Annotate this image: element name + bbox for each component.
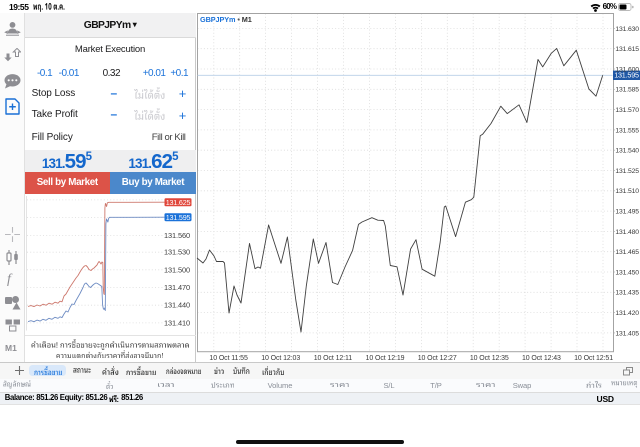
svg-text:131.630: 131.630: [615, 26, 639, 33]
svg-text:131.525: 131.525: [615, 168, 639, 175]
svg-text:131.595: 131.595: [166, 213, 191, 222]
svg-text:131.440: 131.440: [164, 301, 190, 310]
svg-text:10 Oct 12:19: 10 Oct 12:19: [366, 355, 405, 362]
svg-text:131.625: 131.625: [166, 198, 191, 207]
svg-text:131.585: 131.585: [615, 87, 639, 94]
svg-text:10 Oct 11:55: 10 Oct 11:55: [209, 355, 248, 362]
svg-text:131.615: 131.615: [615, 46, 639, 53]
svg-text:131.500: 131.500: [164, 265, 190, 274]
svg-text:131.530: 131.530: [164, 248, 190, 257]
svg-text:10 Oct 12:51: 10 Oct 12:51: [574, 355, 613, 362]
svg-text:10 Oct 12:35: 10 Oct 12:35: [470, 355, 509, 362]
svg-text:131.600: 131.600: [615, 66, 639, 73]
svg-text:131.510: 131.510: [615, 188, 639, 195]
svg-text:131.495: 131.495: [615, 209, 639, 216]
svg-text:131.435: 131.435: [615, 290, 639, 297]
svg-text:131.570: 131.570: [615, 107, 639, 114]
svg-text:131.420: 131.420: [615, 310, 639, 317]
svg-text:131.450: 131.450: [615, 269, 639, 276]
svg-text:131.470: 131.470: [164, 283, 190, 292]
svg-text:131.480: 131.480: [615, 229, 639, 236]
svg-text:10 Oct 12:27: 10 Oct 12:27: [418, 355, 457, 362]
svg-text:131.410: 131.410: [164, 318, 190, 327]
svg-text:131.465: 131.465: [615, 249, 639, 256]
svg-text:10 Oct 12:43: 10 Oct 12:43: [522, 355, 561, 362]
svg-text:10 Oct 12:03: 10 Oct 12:03: [261, 355, 300, 362]
svg-text:131.560: 131.560: [164, 231, 190, 240]
svg-text:131.595: 131.595: [614, 71, 639, 80]
svg-text:10 Oct 12:11: 10 Oct 12:11: [314, 355, 353, 362]
svg-text:131.405: 131.405: [615, 330, 639, 337]
svg-text:131.540: 131.540: [615, 148, 639, 155]
svg-text:131.555: 131.555: [615, 127, 639, 134]
